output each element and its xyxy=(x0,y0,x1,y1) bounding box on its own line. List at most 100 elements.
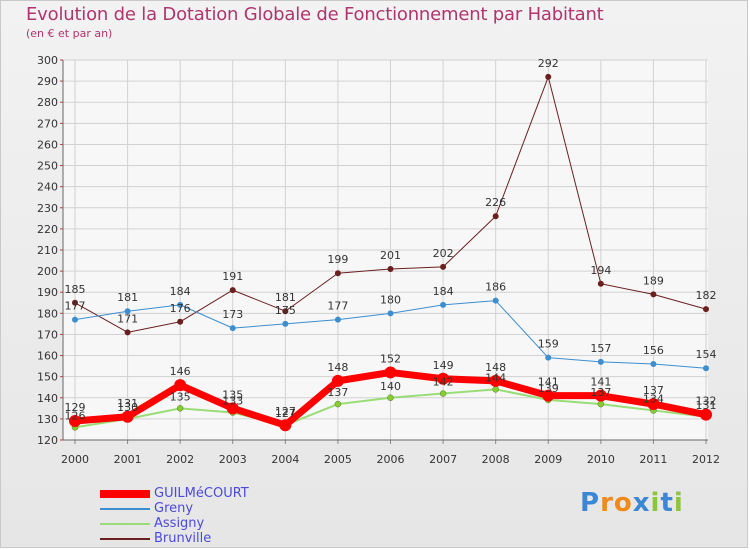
y-tick-label: 140 xyxy=(37,392,58,405)
y-tick-label: 300 xyxy=(37,54,58,67)
data-label: 175 xyxy=(275,304,296,317)
y-tick-label: 160 xyxy=(37,350,58,363)
series-point xyxy=(489,374,502,387)
x-tick-label: 2008 xyxy=(482,453,510,466)
data-label: 171 xyxy=(117,312,138,325)
x-tick-label: 2010 xyxy=(587,453,615,466)
series-point xyxy=(176,405,184,412)
data-label: 182 xyxy=(696,289,717,302)
series-point xyxy=(282,308,289,315)
logo-letter: o xyxy=(613,488,633,518)
series-point xyxy=(177,301,184,308)
data-label: 129 xyxy=(65,401,86,414)
data-label: 137 xyxy=(590,386,611,399)
x-tick-label: 2006 xyxy=(377,453,405,466)
chart-subtitle: (en € et par an) xyxy=(26,27,113,40)
data-label: 185 xyxy=(65,283,86,296)
y-tick-label: 130 xyxy=(37,413,58,426)
legend-label: Brunville xyxy=(154,531,212,546)
y-tick-label: 120 xyxy=(37,434,58,447)
data-label: 135 xyxy=(170,390,191,403)
y-tick-label: 280 xyxy=(37,96,58,109)
data-label: 176 xyxy=(170,302,191,315)
series-point xyxy=(226,402,239,415)
series-point xyxy=(334,400,342,408)
data-label: 226 xyxy=(485,196,506,209)
series-point xyxy=(387,310,394,317)
legend-swatch xyxy=(100,538,150,540)
data-label: 292 xyxy=(538,57,559,70)
data-label: 181 xyxy=(275,291,296,304)
chart-title: Evolution de la Dotation Globale de Fonc… xyxy=(26,4,604,25)
data-label: 126 xyxy=(65,409,86,422)
x-tick-label: 2012 xyxy=(692,453,720,466)
data-label: 184 xyxy=(433,285,454,298)
y-tick-label: 180 xyxy=(37,307,58,320)
logo-letter: i xyxy=(650,488,661,518)
data-label: 186 xyxy=(485,281,506,294)
series-point xyxy=(594,389,607,402)
data-label: 133 xyxy=(222,395,243,408)
data-label: 146 xyxy=(170,365,191,378)
series-point xyxy=(229,325,236,332)
series-point xyxy=(282,320,289,327)
y-tick-label: 170 xyxy=(37,328,58,341)
series-point xyxy=(597,280,604,287)
data-label: 181 xyxy=(117,291,138,304)
legend-swatch xyxy=(100,490,150,498)
series-point xyxy=(650,361,657,367)
series-point xyxy=(229,287,236,294)
data-label: 131 xyxy=(117,397,138,410)
series-point xyxy=(703,306,709,313)
data-label: 148 xyxy=(327,361,348,374)
data-label: 189 xyxy=(643,274,664,287)
logo-letter: r xyxy=(600,488,614,518)
data-label: 173 xyxy=(222,308,243,321)
legend-swatch xyxy=(100,523,150,525)
y-tick-label: 230 xyxy=(37,202,58,215)
legend-label: Greny xyxy=(154,501,194,516)
legend-swatch xyxy=(100,508,150,510)
series-point xyxy=(597,400,605,408)
x-tick-label: 2003 xyxy=(219,453,247,466)
series-point xyxy=(492,297,499,304)
data-label: 127 xyxy=(275,407,296,420)
y-tick-label: 240 xyxy=(37,181,58,194)
x-tick-label: 2002 xyxy=(166,453,194,466)
series-point xyxy=(440,263,447,270)
data-label: 144 xyxy=(485,371,506,384)
series-point xyxy=(279,419,292,432)
series-point xyxy=(545,73,552,80)
data-label: 132 xyxy=(696,395,717,408)
series-point xyxy=(492,213,499,220)
series-point xyxy=(440,301,447,308)
data-label: 148 xyxy=(485,361,506,374)
data-label: 156 xyxy=(643,344,664,357)
data-label: 184 xyxy=(170,285,191,298)
logo-letter: P xyxy=(580,488,601,518)
y-tick-label: 270 xyxy=(37,117,58,130)
series-point xyxy=(72,316,78,323)
data-label: 152 xyxy=(380,352,401,365)
logo-letter: x xyxy=(632,488,651,518)
series-point xyxy=(124,329,131,336)
series-point xyxy=(334,270,341,277)
data-label: 201 xyxy=(380,249,401,262)
data-label: 141 xyxy=(538,376,559,389)
series-point xyxy=(700,408,712,421)
y-tick-label: 150 xyxy=(37,371,58,384)
data-label: 194 xyxy=(590,264,611,277)
data-label: 157 xyxy=(590,342,611,355)
data-label: 199 xyxy=(327,253,348,266)
data-label: 139 xyxy=(538,382,559,395)
series-point xyxy=(72,299,78,306)
data-label: 137 xyxy=(643,384,664,397)
data-label: 154 xyxy=(696,348,717,361)
data-label: 191 xyxy=(222,270,243,283)
series-point xyxy=(177,318,184,325)
series-point xyxy=(492,386,499,393)
series-point xyxy=(174,379,187,392)
y-tick-label: 290 xyxy=(37,75,58,88)
series-point xyxy=(542,389,555,402)
